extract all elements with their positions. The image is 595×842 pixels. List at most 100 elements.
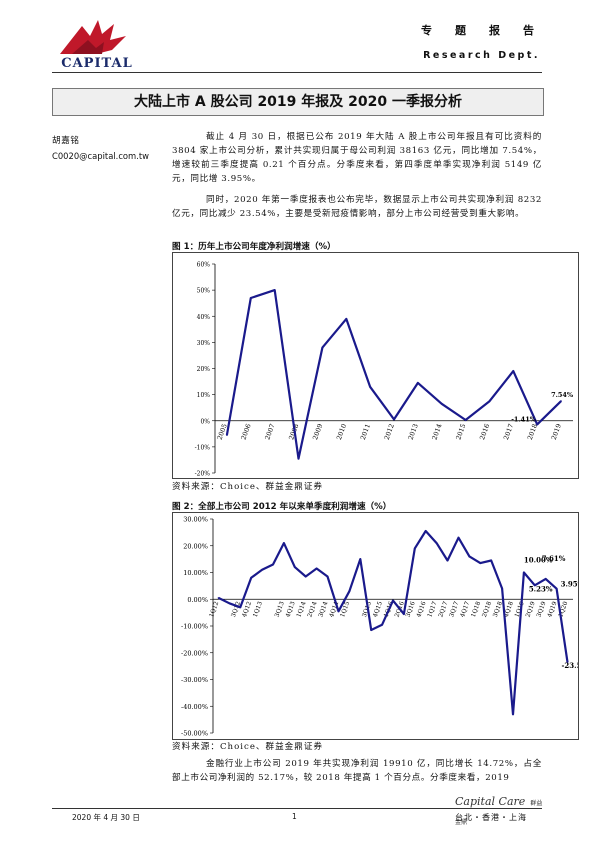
data-point (359, 558, 362, 560)
footer-rule (52, 808, 542, 809)
paragraph-2: 同时，2020 年第一季度报表也公布完毕，数据显示上市公司共实现净利润 8232… (172, 195, 542, 219)
y-tick-label: 60% (197, 262, 211, 269)
x-tick-label: 2007 (263, 423, 276, 441)
data-point (544, 578, 547, 580)
data-point (239, 606, 242, 609)
data-point (414, 547, 416, 550)
y-tick-label: 40% (197, 314, 211, 321)
x-tick-label: 2009 (311, 423, 324, 441)
data-point (226, 434, 228, 436)
data-point (337, 610, 340, 613)
footer-cities: 台北・香港・上海 (455, 813, 527, 822)
data-point (294, 566, 296, 568)
data-label: 3.95% (561, 580, 578, 589)
x-tick-label: 2011 (359, 423, 372, 441)
eagle-logo-icon (60, 20, 126, 54)
data-point (435, 542, 438, 544)
figure1-source: 资料来源：Choice、群益金鼎证券 (172, 482, 324, 492)
data-point (440, 402, 443, 405)
y-tick-label: -50.00% (181, 730, 208, 738)
data-point (348, 590, 351, 593)
x-tick-label: 2006 (240, 423, 253, 441)
data-point (417, 382, 419, 384)
data-point (250, 577, 252, 579)
data-point (369, 385, 371, 388)
x-tick-label: 1Q12 (208, 600, 220, 618)
data-label: 7.61% (542, 554, 566, 563)
data-label: 7.54% (551, 391, 574, 399)
footer-page-number: 1 (292, 812, 297, 821)
data-point (566, 661, 569, 664)
x-tick-label: 2010 (335, 423, 348, 441)
data-point (273, 289, 276, 291)
y-tick-label: 30% (197, 340, 211, 347)
data-point (392, 599, 394, 602)
data-label: -1.41% (511, 415, 537, 423)
figure2-chart: 30.00% 20.00% 10.00% 0.00% -10.00% -20.00% -30… (172, 512, 593, 740)
y-tick-label: 0.00% (187, 596, 208, 604)
data-point (501, 587, 503, 590)
y-tick-label: 20.00% (183, 542, 208, 550)
data-point (488, 400, 491, 402)
figure1-title: 图 1：历年上市公司年度净利润增速（%） (172, 242, 336, 252)
header-rule (52, 72, 542, 73)
x-tick-label: 2015 (454, 423, 467, 441)
y-tick-label: -20% (195, 471, 211, 478)
y-tick-label: 10% (197, 392, 211, 399)
y-tick-label: 30.00% (183, 516, 208, 524)
data-point (479, 562, 482, 564)
x-tick-label: 2017 (502, 423, 515, 441)
data-point (555, 587, 558, 590)
data-point (536, 423, 538, 426)
footer-brand-name: Capital Care (455, 795, 526, 808)
data-point (534, 584, 536, 587)
y-tick-label: -10% (195, 444, 211, 451)
x-tick-label: 2014 (430, 423, 443, 441)
x-tick-label: 2016 (478, 423, 491, 441)
data-point (345, 318, 348, 320)
figure1-chart: 60% 50% 40% 30% 20% 10% 0% -10% -20% 2005 2006 2007… (172, 252, 579, 479)
footer-brand-sub: 群益金鼎 (455, 800, 543, 826)
paragraph-3: 金融行业上市公司 2019 年共实现净利润 19910 亿，同比增长 14.72… (172, 759, 542, 783)
x-tick-label: 2013 (407, 423, 420, 441)
data-point (523, 571, 525, 574)
data-point (272, 563, 274, 566)
paragraph-1: 截止 4 月 30 日，根据已公布 2019 年大陆 A 股上市公司年报且有可比… (172, 132, 542, 184)
figure2-source: 资料来源：Choice、群益金鼎证券 (172, 742, 324, 752)
data-point (283, 542, 285, 544)
y-tick-label: -10.00% (181, 623, 208, 631)
data-point (250, 297, 252, 299)
data-point (468, 555, 471, 558)
data-point (403, 613, 405, 615)
y-tick-label: -20.00% (181, 649, 208, 657)
data-point (446, 559, 449, 562)
data-point (326, 575, 329, 578)
data-point (560, 400, 562, 402)
x-tick-label: 1Q13 (252, 600, 264, 618)
chart1-svg: 60%50%40%30%20%10%0%-10%-20%2005 2006 2007… (195, 262, 574, 478)
data-point (457, 536, 460, 539)
data-label: -23.54% (562, 661, 578, 670)
data-point (297, 457, 300, 460)
data-point (464, 419, 467, 421)
logo-text: CAPITAL (61, 56, 133, 71)
data-point (370, 629, 372, 631)
x-tick-label: 1Q15 (339, 600, 351, 618)
y-tick-label: 0% (200, 418, 210, 425)
y-tick-label: 50% (197, 288, 211, 295)
data-point (381, 623, 383, 626)
data-point (315, 567, 318, 570)
data-label: 5.23% (529, 584, 553, 593)
data-point (304, 575, 307, 578)
x-tick-label: 2012 (383, 423, 396, 441)
data-point (512, 370, 515, 372)
x-tick-label: 2019 (550, 423, 563, 441)
y-tick-label: 10.00% (183, 569, 208, 577)
footer-brand: Capital Care 群益金鼎 (455, 790, 545, 828)
footer-date: 2020 年 4 月 30 日 (72, 813, 140, 822)
y-tick-label: -30.00% (181, 676, 208, 684)
dept-en: Research Dept. (423, 50, 540, 61)
data-point (321, 346, 324, 349)
figure2-title: 图 2：全部上市公司 2012 年以来单季度利润增速（%） (172, 502, 392, 512)
page-title: 大陆上市 A 股公司 2019 年报及 2020 一季报分析 (52, 88, 544, 116)
